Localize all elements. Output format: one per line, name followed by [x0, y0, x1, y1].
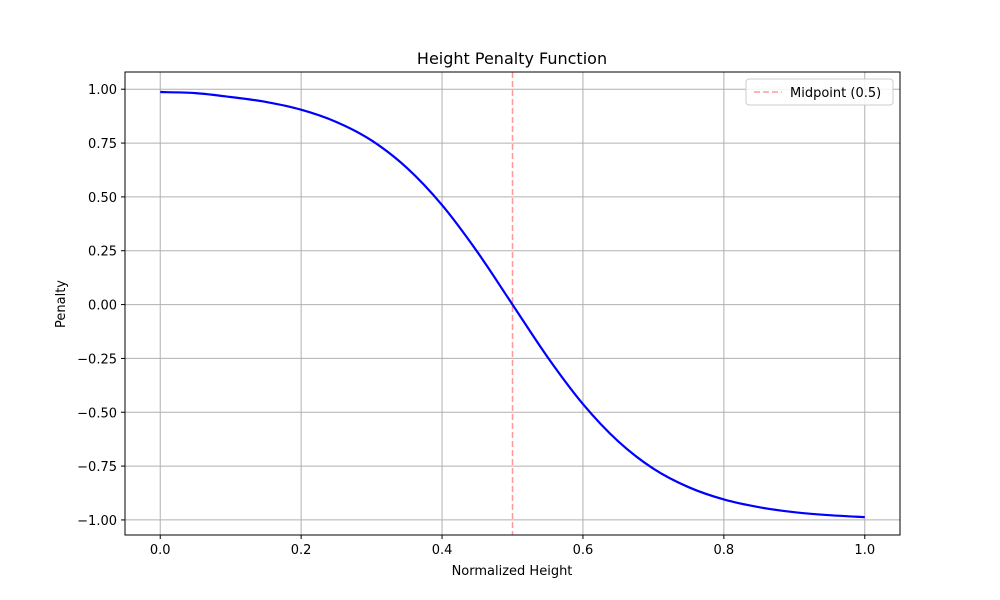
grid	[125, 72, 900, 535]
penalty-curve-line	[160, 90, 865, 519]
x-tick-label: 0.0	[150, 543, 171, 558]
x-axis-ticks: 0.0 0.2 0.4 0.6 0.8 1.0	[150, 535, 875, 558]
y-tick-label: 0.50	[88, 191, 117, 206]
y-tick-label: 0.25	[88, 245, 117, 260]
legend-box	[745, 78, 894, 106]
y-tick-label: 0.75	[88, 137, 117, 152]
legend-label: Midpoint (0.5)	[790, 86, 881, 101]
legend: Midpoint (0.5)	[745, 78, 894, 106]
y-tick-label: −0.25	[77, 352, 117, 367]
y-tick-label: 0.00	[88, 299, 117, 314]
x-axis-label: Normalized Height	[452, 564, 573, 579]
x-tick-label: 1.0	[854, 543, 875, 558]
chart-title: Height Penalty Function	[417, 49, 607, 68]
y-axis-ticks: 1.00 0.75 0.50 0.25 0.00 −0.25 −0.50 −0.75 −1.00	[77, 83, 125, 529]
y-tick-label: −0.50	[77, 406, 117, 421]
x-tick-label: 0.2	[291, 543, 312, 558]
x-tick-label: 0.8	[714, 543, 735, 558]
series	[160, 90, 865, 519]
y-tick-label: 1.00	[88, 83, 117, 98]
y-tick-label: −0.75	[77, 460, 117, 475]
y-tick-label: −1.00	[77, 514, 117, 529]
x-tick-label: 0.4	[432, 543, 453, 558]
plot-frame	[124, 71, 901, 536]
y-axis-label: Penalty	[54, 280, 69, 328]
x-tick-label: 0.6	[573, 543, 594, 558]
